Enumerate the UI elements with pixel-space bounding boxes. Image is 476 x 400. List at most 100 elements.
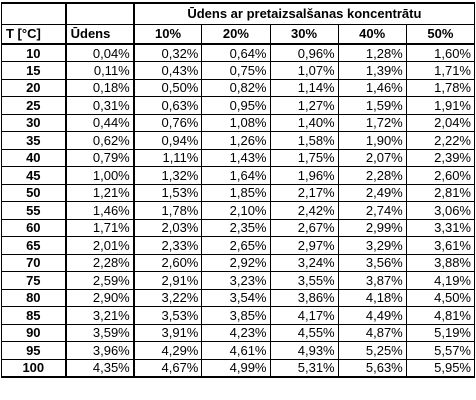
temperature-cell: 70 (0, 253, 67, 272)
concentration-value-cell: 4,29% (132, 341, 203, 360)
concentration-value-cell: 1,64% (201, 166, 271, 185)
concentration-value-cell: 3,87% (337, 271, 407, 290)
concentration-header: 10% (132, 23, 203, 45)
temperature-cell: 40 (0, 148, 67, 167)
concentration-value-cell: 2,74% (337, 201, 407, 220)
temperature-cell: 10 (0, 43, 67, 62)
water-value-cell: 0,44% (64, 113, 135, 132)
concentration-value-cell: 3,54% (201, 288, 271, 307)
concentration-value-cell: 1,11% (132, 148, 203, 167)
concentration-value-cell: 0,76% (132, 113, 203, 132)
concentration-value-cell: 1,59% (337, 96, 407, 115)
concentration-value-cell: 1,26% (201, 131, 271, 150)
concentration-value-cell: 0,94% (132, 131, 203, 150)
table-row: 75 2,59% 2,91% 3,23% 3,55% 3,87% 4,19% (0, 271, 476, 290)
water-value-cell: 1,21% (64, 183, 135, 202)
concentration-value-cell: 2,91% (132, 271, 203, 290)
concentration-value-cell: 1,72% (337, 113, 407, 132)
concentration-value-cell: 2,03% (132, 218, 203, 237)
concentration-value-cell: 3,55% (269, 271, 339, 290)
temperature-cell: 35 (0, 131, 67, 150)
table-row: 25 0,31% 0,63% 0,95% 1,27% 1,59% 1,91% (0, 96, 476, 115)
concentration-value-cell: 3,86% (269, 288, 339, 307)
concentration-value-cell: 2,60% (132, 253, 203, 272)
concentration-value-cell: 3,88% (405, 253, 476, 272)
water-value-cell: 3,96% (64, 341, 135, 360)
concentration-value-cell: 3,24% (269, 253, 339, 272)
temperature-cell: 30 (0, 113, 67, 132)
concentration-value-cell: 4,18% (337, 288, 407, 307)
table-row: 35 0,62% 0,94% 1,26% 1,58% 1,90% 2,22% (0, 131, 476, 150)
concentration-value-cell: 3,56% (337, 253, 407, 272)
temperature-cell: 85 (0, 306, 67, 325)
concentration-value-cell: 0,95% (201, 96, 271, 115)
temperature-cell: 100 (0, 358, 67, 378)
concentration-value-cell: 1,85% (201, 183, 271, 202)
group-header: Ūdens ar pretaizsalšanas koncentrātu (132, 2, 475, 25)
header-corner-empty (0, 2, 67, 25)
concentration-value-cell: 0,96% (269, 43, 339, 62)
water-value-cell: 3,59% (64, 323, 135, 342)
concentration-value-cell: 4,99% (201, 358, 271, 378)
concentration-value-cell: 3,53% (132, 306, 203, 325)
concentration-value-cell: 4,87% (337, 323, 407, 342)
water-value-cell: 3,21% (64, 306, 135, 325)
table-row: 45 1,00% 1,32% 1,64% 1,96% 2,28% 2,60% (0, 166, 476, 185)
concentration-value-cell: 1,32% (132, 166, 203, 185)
water-value-cell: 0,18% (64, 78, 135, 97)
concentration-value-cell: 5,25% (337, 341, 407, 360)
concentration-value-cell: 1,39% (337, 61, 407, 80)
table-row: 10 0,04% 0,32% 0,64% 0,96% 1,28% 1,60% (0, 43, 476, 62)
table-row: 30 0,44% 0,76% 1,08% 1,40% 1,72% 2,04% (0, 113, 476, 132)
concentration-value-cell: 3,06% (405, 201, 476, 220)
temperature-cell: 65 (0, 236, 67, 255)
concentration-value-cell: 2,92% (201, 253, 271, 272)
concentration-value-cell: 2,49% (337, 183, 407, 202)
concentration-value-cell: 3,23% (201, 271, 271, 290)
table-row: 50 1,21% 1,53% 1,85% 2,17% 2,49% 2,81% (0, 183, 476, 202)
concentration-value-cell: 1,91% (405, 96, 476, 115)
concentration-value-cell: 2,97% (269, 236, 339, 255)
concentration-value-cell: 1,60% (405, 43, 476, 62)
concentration-value-cell: 0,50% (132, 78, 203, 97)
concentration-value-cell: 2,65% (201, 236, 271, 255)
table-row: 65 2,01% 2,33% 2,65% 2,97% 3,29% 3,61% (0, 236, 476, 255)
concentration-value-cell: 4,19% (405, 271, 476, 290)
concentration-value-cell: 1,14% (269, 78, 339, 97)
concentration-value-cell: 1,43% (201, 148, 271, 167)
concentration-value-cell: 3,91% (132, 323, 203, 342)
table-body: 10 0,04% 0,32% 0,64% 0,96% 1,28% 1,60% 15 0,11% 0… (0, 43, 476, 378)
temperature-cell: 75 (0, 271, 67, 290)
concentration-value-cell: 3,85% (201, 306, 271, 325)
water-value-cell: 0,04% (64, 43, 135, 62)
water-value-cell: 1,46% (64, 201, 135, 220)
column-header-row: T [°C] Ūdens 10% 20% 30% 40% 50% (0, 23, 476, 45)
concentration-value-cell: 5,57% (405, 341, 476, 360)
table-row: 15 0,11% 0,43% 0,75% 1,07% 1,39% 1,71% (0, 61, 476, 80)
water-value-cell: 1,71% (64, 218, 135, 237)
concentration-value-cell: 1,78% (405, 78, 476, 97)
table-row: 100 4,35% 4,67% 4,99% 5,31% 5,63% 5,95% (0, 358, 476, 378)
concentration-value-cell: 0,75% (201, 61, 271, 80)
water-column-header: Ūdens (64, 23, 135, 45)
concentration-value-cell: 2,39% (405, 148, 476, 167)
concentration-value-cell: 1,71% (405, 61, 476, 80)
table-row: 20 0,18% 0,50% 0,82% 1,14% 1,46% 1,78% (0, 78, 476, 97)
concentration-value-cell: 3,61% (405, 236, 476, 255)
concentration-value-cell: 1,78% (132, 201, 203, 220)
concentration-value-cell: 2,10% (201, 201, 271, 220)
temperature-cell: 45 (0, 166, 67, 185)
expansion-table: Ūdens ar pretaizsalšanas koncentrātu T [… (0, 2, 476, 378)
concentration-value-cell: 1,40% (269, 113, 339, 132)
temperature-cell: 50 (0, 183, 67, 202)
concentration-value-cell: 4,93% (269, 341, 339, 360)
water-value-cell: 2,28% (64, 253, 135, 272)
table-row: 95 3,96% 4,29% 4,61% 4,93% 5,25% 5,57% (0, 341, 476, 360)
concentration-header: 40% (337, 23, 407, 45)
temperature-cell: 25 (0, 96, 67, 115)
concentration-value-cell: 0,32% (132, 43, 203, 62)
table-row: 60 1,71% 2,03% 2,35% 2,67% 2,99% 3,31% (0, 218, 476, 237)
concentration-value-cell: 2,42% (269, 201, 339, 220)
concentration-value-cell: 4,49% (337, 306, 407, 325)
concentration-value-cell: 2,60% (405, 166, 476, 185)
